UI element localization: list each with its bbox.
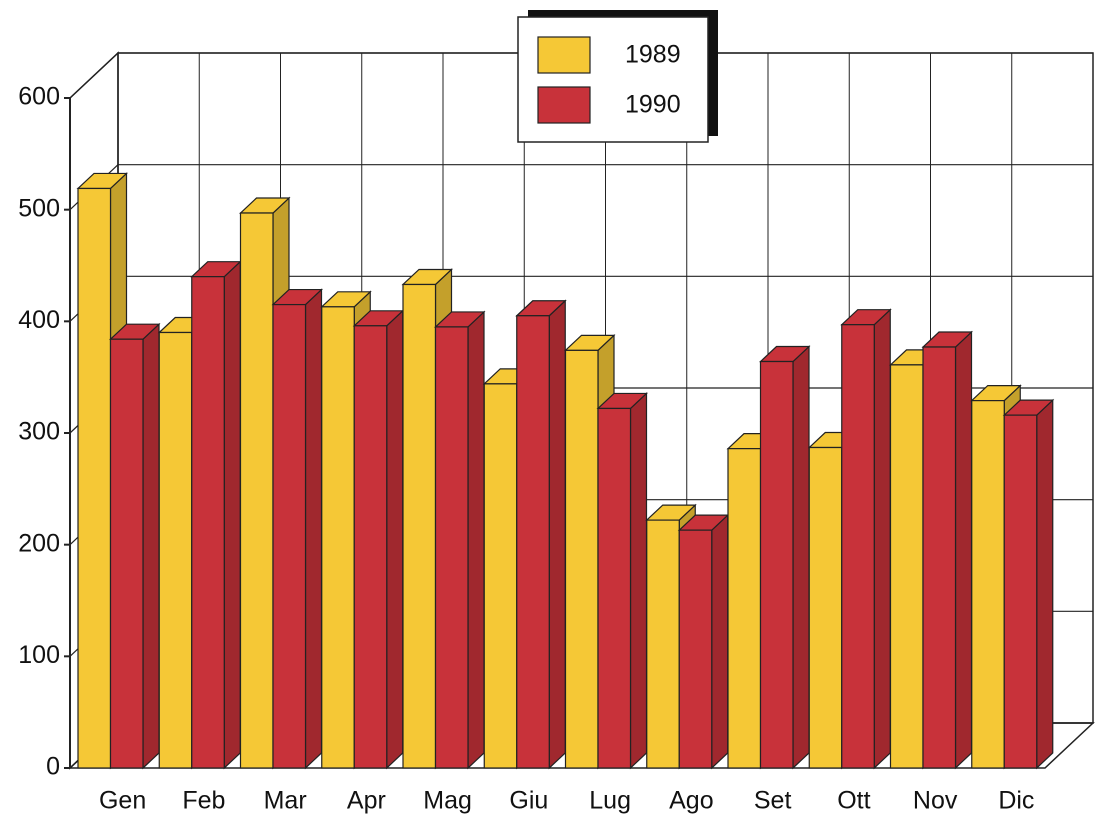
legend-label: 1990 — [625, 91, 681, 119]
y-tick-label: 0 — [46, 753, 60, 781]
bar — [239, 212, 274, 769]
bar — [889, 364, 924, 769]
legend-swatch — [537, 36, 591, 74]
x-tick-label: Dic — [998, 787, 1034, 815]
x-tick-label: Mar — [264, 787, 307, 815]
bar — [841, 324, 875, 769]
bar — [759, 360, 794, 769]
y-tick-label: 100 — [18, 641, 60, 669]
x-tick-label: Ott — [837, 787, 870, 815]
bar — [158, 331, 193, 769]
bar — [434, 326, 469, 769]
x-tick-label: Mag — [423, 787, 472, 815]
y-tick-label: 500 — [18, 194, 60, 222]
bar — [971, 400, 1005, 769]
x-tick-label: Gen — [99, 787, 146, 815]
bar-side — [711, 513, 729, 770]
x-tick-label: Nov — [913, 787, 958, 815]
bar-side — [548, 299, 566, 770]
bar — [353, 325, 388, 769]
x-tick-label: Set — [754, 787, 792, 815]
y-tick-label: 400 — [18, 306, 60, 334]
bar-side — [386, 309, 404, 770]
bar — [564, 349, 599, 769]
bar — [272, 303, 307, 769]
x-tick-label: Apr — [347, 787, 386, 815]
bar — [483, 383, 518, 769]
x-tick-label: Lug — [589, 787, 631, 815]
bar — [109, 338, 144, 769]
bar-side — [467, 310, 485, 770]
legend-label: 1989 — [625, 41, 681, 69]
bar — [402, 283, 437, 769]
bar — [727, 448, 762, 769]
legend-swatch — [537, 86, 591, 124]
bar-side — [629, 392, 648, 770]
x-tick-label: Feb — [182, 787, 225, 815]
grid-line — [69, 52, 119, 99]
bar — [808, 446, 843, 769]
bar — [678, 529, 713, 769]
x-tick-label: Giu — [509, 787, 548, 815]
bar-side — [223, 260, 241, 770]
bar-side — [142, 322, 160, 770]
bar-side — [792, 345, 810, 770]
y-tick-label: 200 — [18, 529, 60, 557]
bar — [516, 315, 550, 769]
bar — [191, 276, 225, 769]
bar — [597, 407, 632, 769]
bar — [1003, 414, 1038, 769]
bar-side — [304, 288, 323, 770]
bar — [77, 187, 112, 769]
bar-side — [873, 308, 891, 770]
bar — [646, 519, 680, 769]
x-tick-label: Ago — [669, 787, 713, 815]
bar — [321, 306, 355, 769]
y-tick-label: 600 — [18, 83, 60, 111]
y-tick-label: 300 — [18, 418, 60, 446]
bar-side — [954, 330, 973, 770]
bar — [922, 346, 957, 769]
bar-side — [1036, 398, 1054, 770]
